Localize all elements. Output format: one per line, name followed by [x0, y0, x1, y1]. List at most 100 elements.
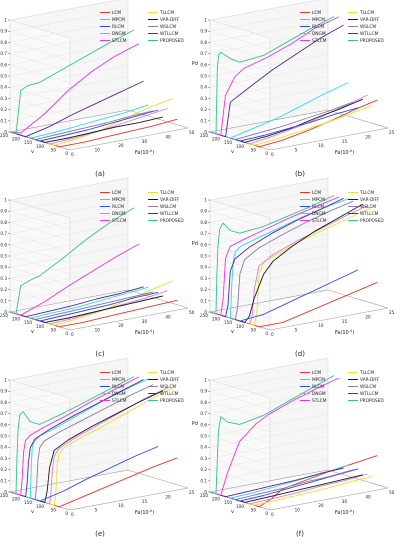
z-tick-label: 0.6 [0, 422, 7, 427]
v-tick-label: 150 [224, 500, 232, 505]
z-tick-label: 0.8 [200, 220, 207, 225]
panel-e: 00.10.20.30.40.50.60.70.80.91Pd050100150… [0, 357, 195, 538]
grid [209, 357, 389, 511]
z-tick-label: 1 [4, 198, 7, 203]
panel-a: 00.10.20.30.40.50.60.70.80.91Pd050100150… [0, 0, 195, 178]
series-line-wtllcm [9, 286, 144, 318]
z-tick-label: 0.8 [0, 400, 7, 405]
v-axis: 0 50 100 150 200 250 v [200, 133, 268, 156]
series-line-tllcm [209, 476, 373, 506]
z-tick-label: 0.9 [200, 389, 207, 394]
z-tick-label: 0 [4, 130, 7, 135]
z-tick-label: 0.2 [200, 107, 207, 112]
series-line-dngm [9, 104, 149, 139]
fa-axis-label: Fa(10-5) [135, 509, 154, 516]
series-line-wslcm [9, 110, 154, 141]
legend-label: WSLCM [360, 384, 376, 390]
v-tick-label: 50 [251, 147, 257, 152]
v-tick-label: 100 [236, 144, 244, 149]
series-line-var-diff [9, 295, 163, 323]
series-group [209, 375, 378, 508]
fa-tick-label: 5 [295, 148, 298, 153]
z-tick-label: 0 [204, 490, 207, 495]
series-line-wslcm [209, 200, 354, 321]
series-line-rlcm [209, 468, 359, 502]
fa-axis: 0 5 10 15 20 25 Fa(10-5) [271, 130, 395, 157]
legend-label: DNGM [112, 31, 126, 37]
v-tick-label: 200 [212, 497, 220, 502]
fa-axis: 0 10 20 30 40 50 Fa(10-5) [271, 490, 395, 517]
z-tick-label: 0.5 [0, 254, 7, 259]
legend-label: WTLLCM [360, 31, 379, 37]
z-tick-label: 0.2 [0, 467, 7, 472]
legend: LCM TLLCM MPCM VAR-DIFF RLCM WSLCM DNGM WTLLCM S… [100, 10, 184, 44]
z-tick-label: 0.4 [200, 265, 207, 270]
v-tick-label: 250 [0, 133, 8, 138]
v-tick-label: 0 [65, 331, 68, 336]
series-line-wtllcm [209, 197, 344, 318]
z-tick-label: 0.8 [200, 400, 207, 405]
panel-d: 00.10.20.30.40.50.60.70.80.91Pd050100150… [192, 177, 395, 358]
legend: LCM TLLCM MPCM VAR-DIFF RLCM WSLCM DNGM WTLLCM S… [300, 190, 384, 224]
legend-label: STLCM [112, 218, 127, 224]
v-axis: 0 50 100 150 200 250 v [0, 313, 68, 336]
legend-label: RLCM [312, 384, 324, 390]
legend-label: WSLCM [360, 24, 376, 30]
z-tick-label: 0.3 [0, 276, 7, 281]
panel-label: (d) [295, 350, 305, 358]
fa-tick-label: 20 [318, 503, 324, 508]
series-line-wtllcm [209, 467, 344, 498]
series-line-stlcm [209, 196, 339, 316]
series-line-rlcm [209, 269, 359, 322]
series-line-dngm [209, 82, 349, 139]
z-tick-label: 0.9 [200, 209, 207, 214]
fa-axis-label: Fa(10-5) [335, 149, 354, 156]
fa-tick-label: 50 [389, 490, 395, 495]
fa-tick-label: 30 [342, 499, 348, 504]
z-tick-label: 0.3 [200, 96, 207, 101]
z-tick-label: 0.2 [200, 287, 207, 292]
v-axis: 0 50 100 150 200 250 v [0, 133, 68, 156]
v-tick-label: 250 [200, 133, 208, 138]
fa-tick-label: 40 [165, 314, 171, 319]
legend-label: MPCM [312, 377, 325, 383]
legend: LCM TLLCM MPCM VAR-DIFF RLCM WSLCM DNGM WTLLCM S… [300, 10, 384, 44]
z-tick-label: 0.1 [200, 298, 207, 303]
v-tick-label: 50 [251, 507, 257, 512]
z-tick-label: 1 [204, 18, 207, 23]
fa-tick-label: 20 [165, 494, 171, 499]
series-line-proposed [9, 376, 135, 495]
z-tick-label: 0.5 [200, 254, 207, 259]
z-tick-label: 0.4 [0, 445, 7, 450]
legend-label: MPCM [312, 197, 325, 203]
grid [9, 177, 189, 331]
legend-label: RLCM [112, 204, 124, 210]
legend-label: RLCM [112, 384, 124, 390]
panel-c: 00.10.20.30.40.50.60.70.80.91Pd050100150… [0, 177, 195, 358]
legend-label: VAR-DIFF [360, 17, 380, 23]
v-axis: 0 50 100 150 200 250 v [0, 493, 68, 516]
z-tick-label: 0.7 [200, 231, 207, 236]
legend-label: PROPOSED [360, 38, 384, 44]
legend-label: WTLLCM [360, 391, 379, 397]
fa-tick-label: 0 [71, 512, 74, 517]
legend-label: MPCM [112, 17, 125, 23]
legend-label: STLCM [112, 398, 127, 404]
series-line-rlcm [9, 109, 159, 142]
z-tick-label: 0.4 [200, 445, 207, 450]
z-tick-label: 0.9 [200, 29, 207, 34]
fa-tick-label: 50 [189, 310, 195, 315]
z-tick-label: 0.1 [200, 118, 207, 123]
fa-tick-label: 50 [189, 130, 195, 135]
legend-label: TLLCM [159, 190, 174, 196]
fa-tick-label: 10 [295, 508, 301, 513]
z-tick-label: 0 [4, 310, 7, 315]
legend-label: WSLCM [160, 24, 176, 30]
series-line-mpcm [209, 473, 368, 505]
fa-tick-label: 30 [142, 139, 148, 144]
legend-label: LCM [312, 190, 321, 196]
panel-label: (c) [95, 350, 105, 358]
